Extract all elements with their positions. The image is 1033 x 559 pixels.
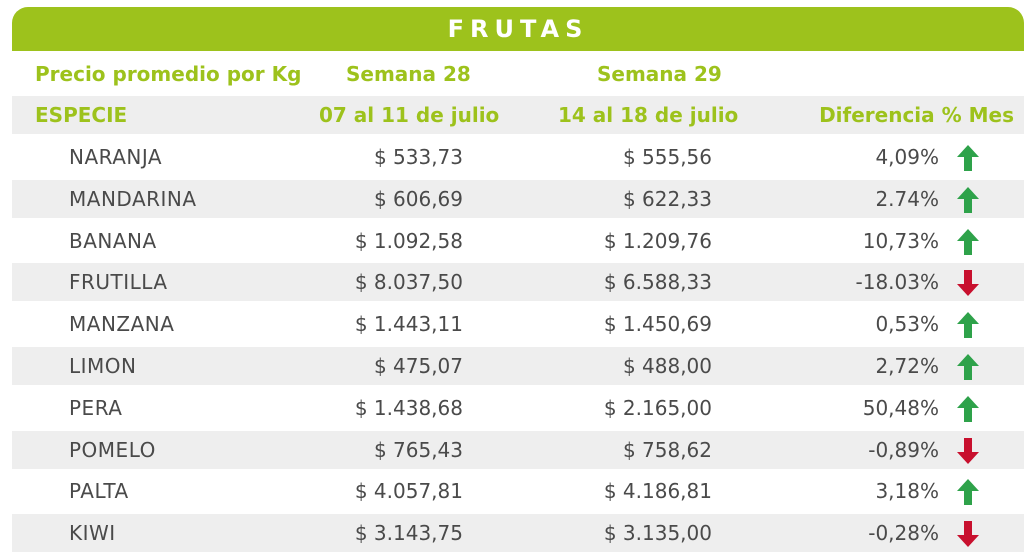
week28-price: $ 4.057,81 — [354, 479, 463, 504]
table-row: PERA $ 1.438,68 $ 2.165,00 50,48% — [12, 389, 1024, 427]
week28-label: Semana 28 — [346, 62, 471, 86]
arrow-up-icon — [956, 144, 980, 172]
diff-percent: -0,89% — [868, 437, 939, 462]
week28-price: $ 533,73 — [373, 145, 463, 169]
week29-price: $ 2.165,00 — [603, 395, 712, 420]
week29-price: $ 1.209,76 — [603, 228, 712, 253]
arrow-down-icon — [956, 437, 980, 465]
species-name: KIWI — [69, 521, 116, 546]
arrow-up-icon — [956, 186, 980, 214]
diff-percent: 4,09% — [875, 145, 939, 169]
week29-price: $ 3.135,00 — [603, 521, 712, 546]
week29-dates: 14 al 18 de julio — [558, 103, 739, 127]
diff-percent: -18.03% — [855, 270, 939, 295]
diff-percent: 2.74% — [875, 186, 939, 211]
arrow-up-icon — [956, 228, 980, 256]
table-row: POMELO $ 765,43 $ 758,62 -0,89% — [12, 430, 1024, 469]
species-name: MANZANA — [69, 312, 175, 337]
week28-price: $ 1.443,11 — [354, 312, 463, 337]
species-name: MANDARINA — [69, 186, 197, 211]
week29-price: $ 622,33 — [622, 186, 712, 211]
week28-price: $ 3.143,75 — [354, 521, 463, 546]
species-name: PALTA — [69, 479, 129, 504]
week28-price: $ 765,43 — [373, 437, 463, 462]
diff-percent: 3,18% — [875, 479, 939, 504]
table-row: MANDARINA $ 606,69 $ 622,33 2.74% — [12, 179, 1024, 218]
week29-price: $ 4.186,81 — [603, 479, 712, 504]
header-row-top: Precio promedio por Kg Semana 28 Semana … — [12, 55, 1024, 93]
page-title: FRUTAS — [447, 15, 589, 43]
week28-dates: 07 al 11 de julio — [319, 103, 500, 127]
week29-price: $ 555,56 — [622, 145, 712, 169]
table-row: LIMON $ 475,07 $ 488,00 2,72% — [12, 346, 1024, 385]
week28-price: $ 606,69 — [373, 186, 463, 211]
week29-label: Semana 29 — [597, 62, 722, 86]
table-row: FRUTILLA $ 8.037,50 $ 6.588,33 -18.03% — [12, 263, 1024, 302]
arrow-up-icon — [956, 395, 980, 423]
week29-price: $ 488,00 — [622, 353, 712, 378]
diff-percent: 10,73% — [862, 228, 939, 253]
arrow-down-icon — [956, 269, 980, 297]
arrow-up-icon — [956, 311, 980, 339]
species-name: POMELO — [69, 437, 156, 462]
arrow-down-icon — [956, 520, 980, 548]
arrow-up-icon — [956, 478, 980, 506]
week29-price: $ 758,62 — [622, 437, 712, 462]
species-name: FRUTILLA — [69, 270, 168, 295]
species-header: ESPECIE — [35, 103, 128, 127]
week28-price: $ 1.092,58 — [354, 228, 463, 253]
species-name: LIMON — [69, 353, 137, 378]
diff-percent: 2,72% — [875, 353, 939, 378]
diff-percent: -0,28% — [868, 521, 939, 546]
table-row: NARANJA $ 533,73 $ 555,56 4,09% — [12, 138, 1024, 176]
price-caption: Precio promedio por Kg — [35, 62, 302, 86]
table-row: MANZANA $ 1.443,11 $ 1.450,69 0,53% — [12, 305, 1024, 343]
title-banner: FRUTAS — [12, 7, 1024, 51]
species-name: BANANA — [69, 228, 157, 253]
diff-header: Diferencia % Mes — [819, 103, 1014, 127]
price-table-body: NARANJA $ 533,73 $ 555,56 4,09% MANDARINA $ 6… — [12, 138, 1024, 556]
table-row: PALTA $ 4.057,81 $ 4.186,81 3,18% — [12, 472, 1024, 510]
species-name: PERA — [69, 395, 123, 420]
week29-price: $ 6.588,33 — [603, 270, 712, 295]
header-row-bottom: ESPECIE 07 al 11 de julio 14 al 18 de ju… — [12, 96, 1024, 134]
table-row: BANANA $ 1.092,58 $ 1.209,76 10,73% — [12, 222, 1024, 260]
diff-percent: 50,48% — [862, 395, 939, 420]
arrow-up-icon — [956, 353, 980, 381]
week28-price: $ 1.438,68 — [354, 395, 463, 420]
diff-percent: 0,53% — [875, 312, 939, 337]
table-row: KIWI $ 3.143,75 $ 3.135,00 -0,28% — [12, 514, 1024, 553]
week29-price: $ 1.450,69 — [603, 312, 712, 337]
species-name: NARANJA — [69, 145, 163, 169]
week28-price: $ 8.037,50 — [354, 270, 463, 295]
week28-price: $ 475,07 — [373, 353, 463, 378]
